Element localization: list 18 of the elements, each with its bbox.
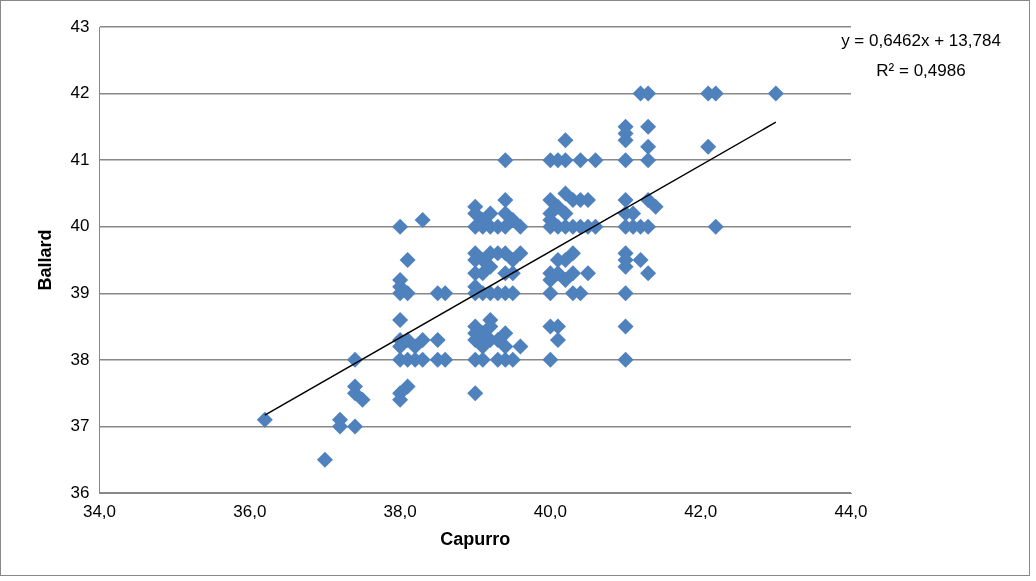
y-tick-label: 37 [70, 416, 90, 436]
y-tick-label: 42 [70, 83, 90, 103]
y-tick-label: 41 [70, 149, 90, 169]
y-tick-label: 36 [70, 482, 90, 502]
y-tick-label: 38 [70, 349, 90, 369]
x-tick-label: 42,0 [684, 501, 718, 521]
y-axis-title: Ballard [34, 229, 55, 291]
annotation: y = 0,6462x + 13,784 [841, 30, 1001, 50]
x-tick-label: 44,0 [834, 501, 868, 521]
x-tick-label: 38,0 [383, 501, 417, 521]
y-tick-label: 39 [70, 282, 90, 302]
x-tick-label: 36,0 [233, 501, 267, 521]
x-tick-label: 40,0 [533, 501, 567, 521]
x-tick-label: 34,0 [82, 501, 117, 521]
y-tick-label: 40 [70, 216, 90, 236]
x-axis-title: Capurro [440, 529, 511, 550]
text: R² = 0,4986 [876, 60, 966, 80]
y-tick-label: 43 [70, 16, 90, 36]
